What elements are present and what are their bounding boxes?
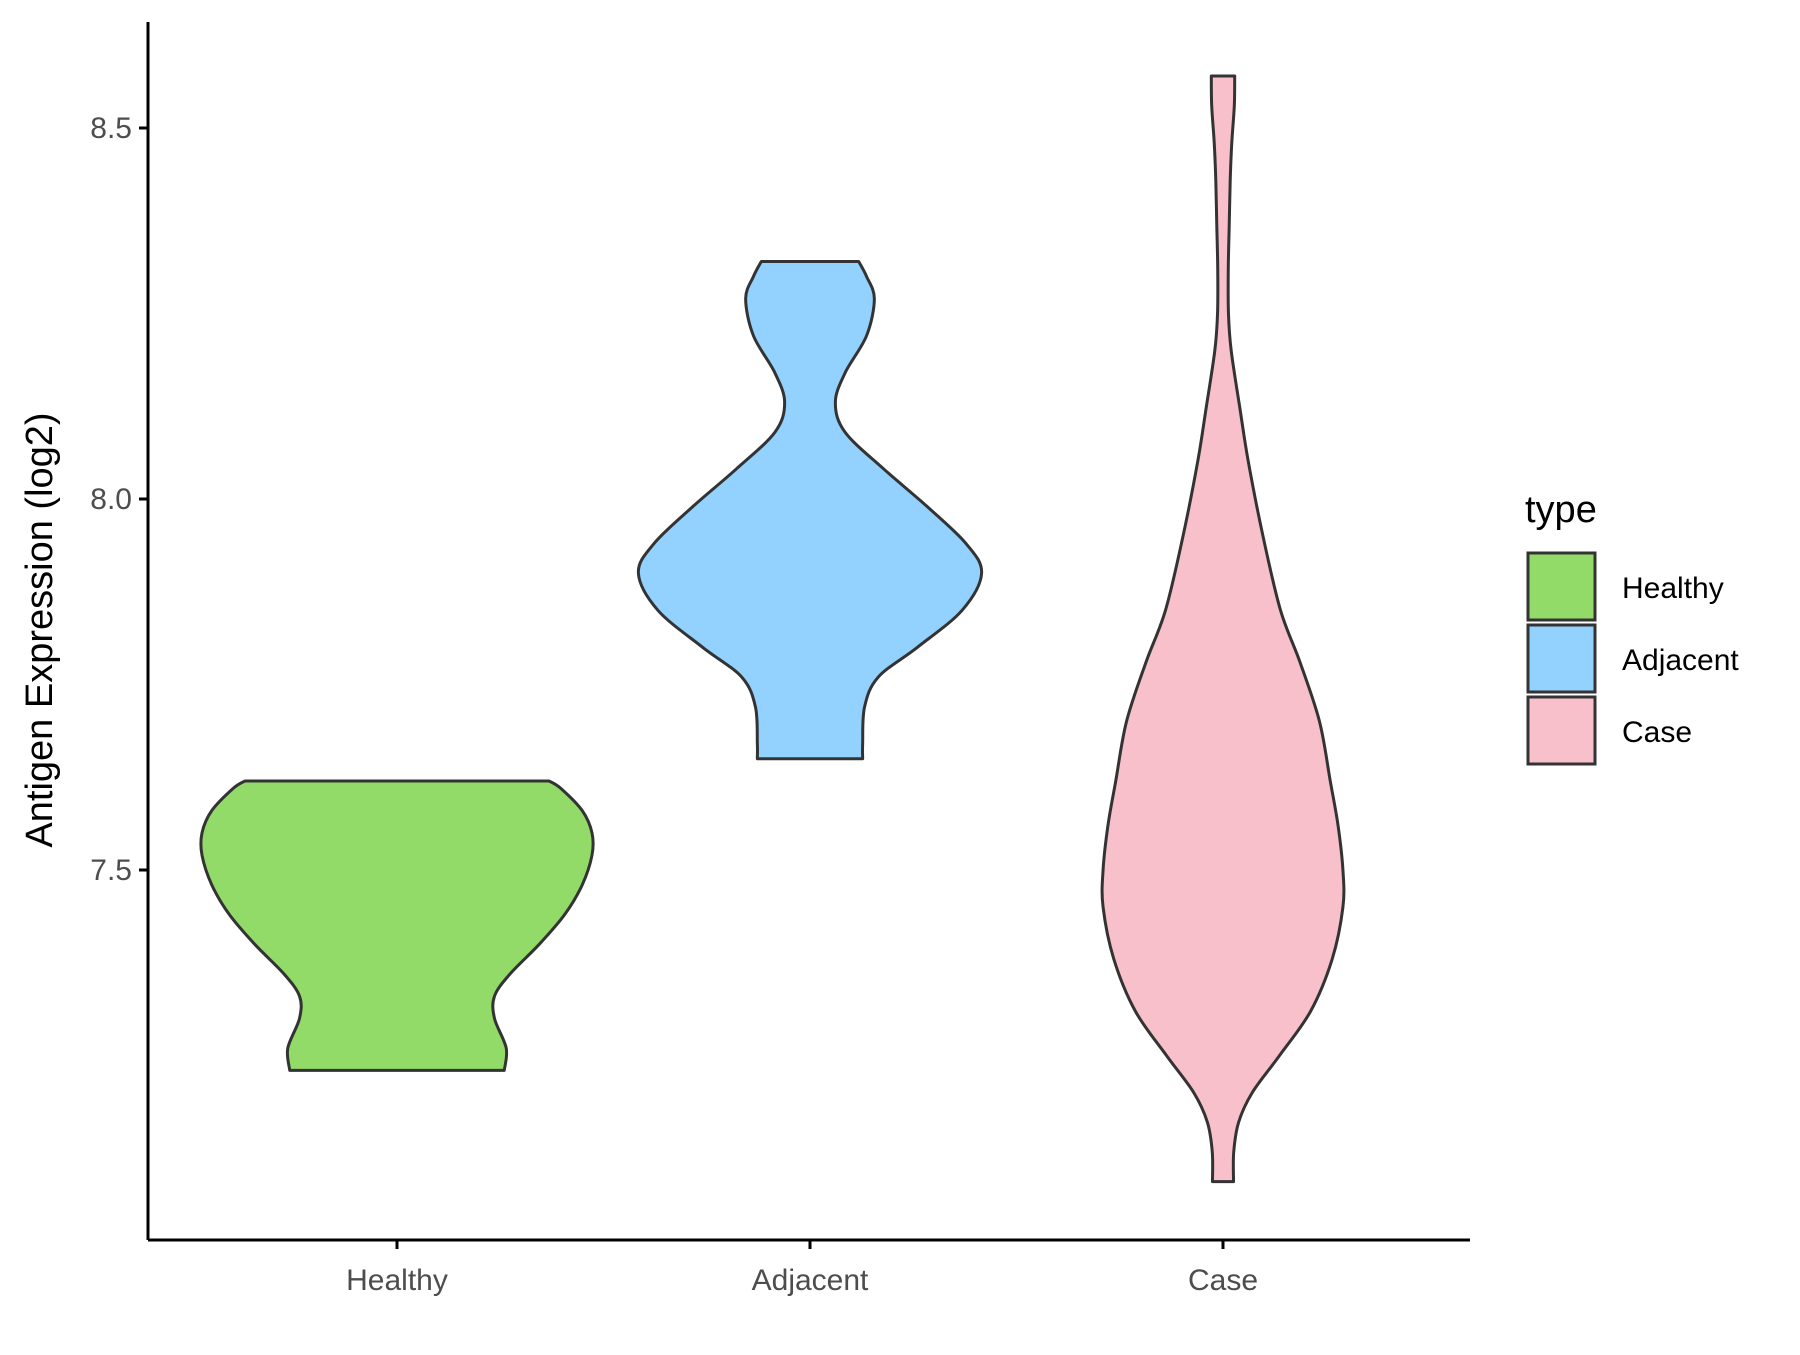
legend-label-healthy: Healthy [1622, 572, 1724, 605]
legend-label-case: Case [1622, 716, 1692, 749]
violin-healthy [199, 779, 595, 1072]
x-tick-label: Case [1188, 1264, 1258, 1297]
y-axis-ticks: 7.5 8.0 8.5 [90, 112, 148, 887]
violin-adjacent [636, 260, 984, 761]
legend-swatch-adjacent [1526, 623, 1597, 694]
legend-swatch-healthy [1526, 551, 1597, 622]
violin-case [1100, 74, 1346, 1184]
violin-layer [199, 74, 1346, 1184]
y-tick-label: 8.5 [90, 112, 132, 145]
legend-items: Healthy Adjacent Case [1526, 551, 1739, 766]
y-tick-label: 8.0 [90, 483, 132, 516]
y-axis-title: Antigen Expression (log2) [19, 412, 61, 847]
y-tick-label: 7.5 [90, 854, 132, 887]
x-axis-ticks: Healthy Adjacent Case [346, 1240, 1258, 1297]
legend-title: type [1525, 489, 1597, 531]
x-tick-label: Adjacent [752, 1264, 869, 1297]
legend-swatch-case [1526, 695, 1597, 766]
legend: type Healthy Adjacent Case [1525, 489, 1739, 766]
x-tick-label: Healthy [346, 1264, 448, 1297]
legend-label-adjacent: Adjacent [1622, 644, 1739, 677]
